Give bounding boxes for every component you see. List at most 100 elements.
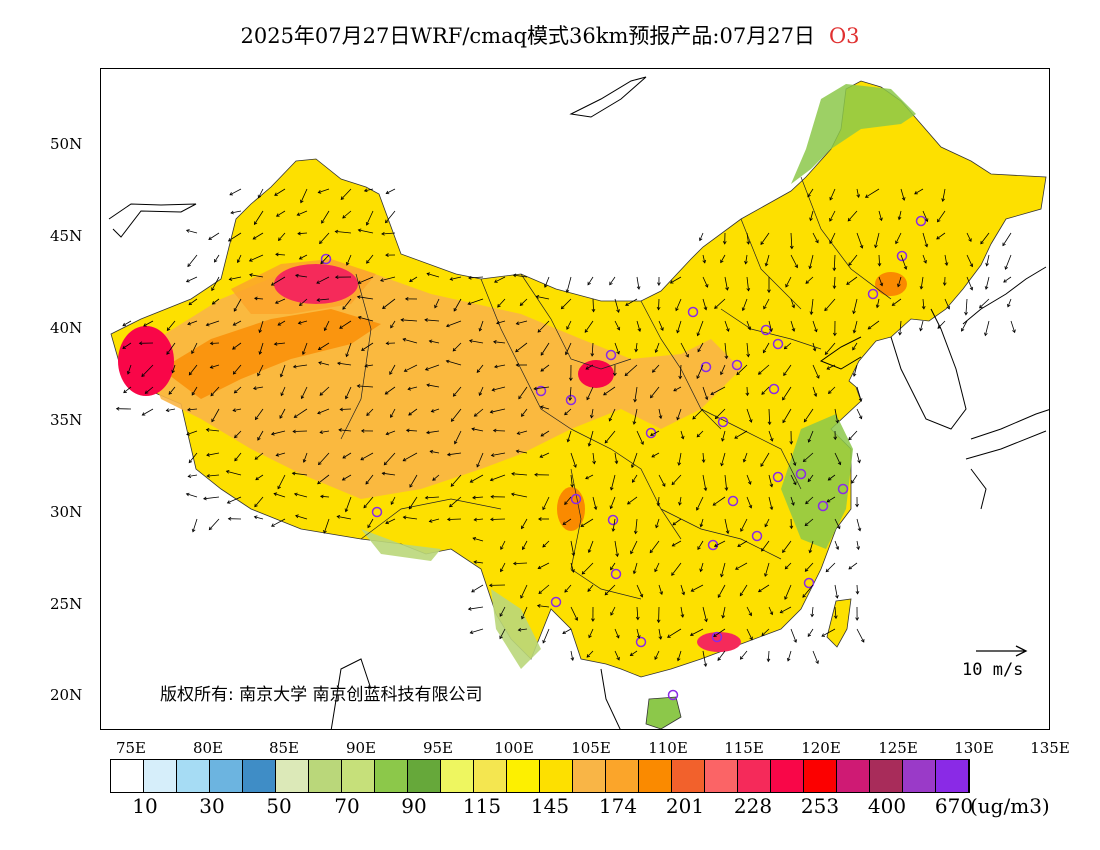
wind-vector-head	[380, 278, 384, 282]
wind-vector-head	[721, 614, 726, 619]
wind-vector	[511, 473, 528, 476]
wind-vector-head	[724, 355, 729, 360]
wind-vector	[834, 452, 841, 465]
wind-vector	[562, 628, 572, 634]
wind-vector-head	[669, 280, 674, 284]
wind-vector-head	[490, 517, 494, 522]
wind-vector-head	[747, 481, 752, 485]
wind-vector	[790, 628, 797, 643]
wind-vector-head	[942, 282, 947, 286]
wind-vector	[230, 210, 242, 214]
colorbar-label: 145	[530, 794, 570, 818]
wind-vector-head	[808, 549, 813, 554]
wind-vector	[867, 320, 880, 330]
wind-vector-head	[833, 436, 838, 441]
wind-vector	[497, 298, 506, 308]
wind-vector	[203, 496, 220, 500]
wind-vector-head	[833, 615, 838, 620]
wind-vector	[206, 452, 220, 456]
wind-vector-head	[540, 352, 545, 356]
lat-label: 35N	[50, 411, 83, 429]
wind-vector-head	[802, 458, 807, 463]
wind-vector-head	[185, 229, 190, 233]
taiwan	[826, 598, 852, 648]
wind-vector-head	[629, 652, 634, 656]
wind-vector	[724, 342, 727, 359]
wind-vector	[702, 474, 707, 491]
wind-vector	[824, 298, 836, 311]
wind-vector	[490, 518, 506, 520]
wind-vector	[680, 430, 684, 439]
wind-vector-head	[383, 461, 388, 466]
wind-vector	[406, 429, 418, 432]
wind-vector	[191, 342, 198, 354]
wind-vector	[303, 452, 308, 463]
wind-vector-head	[824, 307, 828, 312]
wind-vector	[761, 628, 770, 636]
wind-vector	[790, 254, 798, 268]
wind-vector-head	[236, 259, 241, 264]
wind-vector	[737, 540, 748, 547]
wind-vector	[499, 606, 506, 617]
wind-vector	[768, 430, 773, 442]
wind-vector	[561, 298, 572, 309]
wind-vector-head	[760, 463, 764, 467]
wind-vector-head	[703, 306, 708, 311]
wind-vector-head	[766, 658, 771, 663]
wind-vector	[565, 342, 572, 355]
wind-vector	[342, 474, 352, 481]
wind-vector	[321, 210, 330, 224]
wind-vector	[760, 232, 770, 245]
wind-vector-head	[919, 285, 924, 290]
wind-vector-head	[233, 389, 238, 394]
wind-vector-head	[141, 412, 146, 416]
wind-vector-head	[636, 286, 641, 290]
wind-vector	[746, 496, 752, 509]
wind-vector-head	[385, 520, 389, 525]
wind-vector	[293, 364, 308, 368]
wind-vector-head	[539, 454, 544, 458]
colorbar-swatch	[210, 760, 243, 792]
wind-vector-head	[229, 192, 234, 196]
wind-vector	[829, 188, 836, 201]
wind-vector-head	[345, 261, 350, 266]
wind-vector-head	[472, 495, 476, 500]
wind-vector	[710, 386, 726, 395]
wind-vector	[562, 518, 572, 525]
wind-vector-head	[214, 258, 218, 263]
wind-vector	[300, 188, 308, 203]
wind-vector-head	[115, 406, 120, 411]
wind-vector-head	[535, 295, 540, 299]
wind-vector	[491, 452, 506, 456]
wind-vector	[834, 540, 839, 550]
wind-vector	[587, 276, 594, 286]
wind-vector-head	[208, 236, 212, 240]
wind-vector	[828, 386, 836, 394]
wind-vector	[228, 232, 242, 242]
colorbar-label: 90	[401, 794, 427, 818]
wind-vector	[449, 496, 462, 508]
wind-vector-head	[984, 332, 988, 337]
lon-label: 75E	[115, 739, 147, 757]
wind-vector	[740, 650, 748, 660]
wind-vector	[758, 584, 770, 593]
wind-vector	[944, 298, 950, 310]
wind-vector-head	[205, 428, 210, 432]
wind-vector-head	[279, 373, 284, 378]
wind-vector	[780, 606, 792, 614]
wind-vector	[785, 276, 792, 288]
wind-vector-head	[424, 318, 428, 322]
wind-vector-head	[434, 304, 438, 309]
wind-vector	[809, 540, 814, 553]
wind-vector	[538, 584, 550, 594]
wind-vector-head	[323, 530, 327, 534]
wind-vector	[254, 452, 264, 460]
wind-vector	[358, 276, 374, 284]
wind-vector	[899, 320, 902, 335]
wind-vector-head	[367, 524, 371, 529]
wind-vector	[612, 518, 616, 532]
wind-vector	[186, 430, 198, 435]
wind-vector	[335, 231, 352, 234]
wind-vector	[610, 474, 616, 490]
wind-vector-head	[446, 517, 451, 522]
